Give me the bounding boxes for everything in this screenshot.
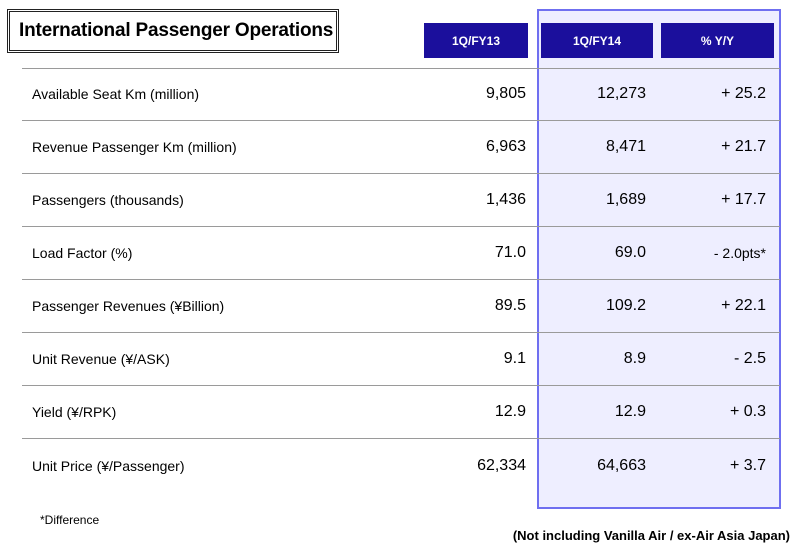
value-fy14: 69.0 — [614, 244, 646, 261]
fy14-highlight-box — [537, 9, 781, 509]
value-fy14: 1,689 — [605, 191, 646, 208]
row-label: Passenger Revenues (¥Billion) — [32, 298, 225, 314]
value-fy13: 9.1 — [503, 350, 526, 367]
value-fy13: 71.0 — [494, 244, 526, 261]
row-label: Unit Price (¥/Passenger) — [32, 457, 185, 474]
table-row: Unit Revenue (¥/ASK) 9.1 8.9 - 2.5 — [22, 333, 780, 386]
table-row: Yield (¥/RPK) 12.9 12.9 + 0.3 — [22, 386, 780, 439]
value-fy14: 109.2 — [605, 297, 646, 314]
table-row: Passengers (thousands) 1,436 1,689 + 17.… — [22, 174, 780, 227]
operations-table: Available Seat Km (million) 9,805 12,273… — [22, 68, 780, 492]
row-label: Passengers (thousands) — [32, 192, 184, 208]
value-yoy: + 17.7 — [721, 191, 766, 208]
value-fy14: 8,471 — [605, 138, 646, 155]
value-fy13: 1,436 — [485, 191, 526, 208]
column-header-1q-fy13: 1Q/FY13 — [424, 23, 528, 58]
table-row: Passenger Revenues (¥Billion) 89.5 109.2… — [22, 280, 780, 333]
page-title: International Passenger Operations — [7, 9, 339, 53]
table-row: Load Factor (%) 71.0 69.0 - 2.0pts* — [22, 227, 780, 280]
value-fy13: 12.9 — [494, 403, 526, 420]
column-header-1q-fy14: 1Q/FY14 — [541, 23, 653, 58]
row-label: Load Factor (%) — [32, 245, 133, 261]
value-fy14: 12.9 — [614, 403, 646, 420]
value-fy14: 12,273 — [597, 85, 646, 102]
value-yoy: - 2.0pts* — [713, 245, 766, 261]
column-header-yoy: % Y/Y — [661, 23, 774, 58]
table-top-rule — [22, 68, 780, 69]
value-fy14: 8.9 — [623, 350, 646, 367]
value-yoy: + 22.1 — [721, 297, 766, 314]
value-yoy: + 0.3 — [729, 403, 766, 420]
value-yoy: - 2.5 — [733, 350, 766, 367]
value-yoy: + 25.2 — [721, 85, 766, 102]
value-fy13: 89.5 — [494, 297, 526, 314]
value-yoy: + 21.7 — [721, 138, 766, 155]
row-label: Unit Revenue (¥/ASK) — [32, 351, 170, 367]
row-label: Revenue Passenger Km (million) — [32, 139, 237, 155]
table-row: Unit Price (¥/Passenger) 62,334 64,663 +… — [22, 439, 780, 492]
row-label: Yield (¥/RPK) — [32, 404, 117, 420]
row-label: Available Seat Km (million) — [32, 86, 200, 102]
value-fy13: 9,805 — [485, 85, 526, 102]
footnote: *Difference — [40, 513, 100, 527]
scope-note: (Not including Vanilla Air / ex-Air Asia… — [512, 528, 790, 543]
value-fy14: 64,663 — [597, 456, 646, 474]
table-row: Available Seat Km (million) 9,805 12,273… — [22, 68, 780, 121]
value-fy13: 62,334 — [477, 456, 526, 474]
value-fy13: 6,963 — [485, 138, 526, 155]
value-yoy: + 3.7 — [729, 456, 766, 474]
table-row: Revenue Passenger Km (million) 6,963 8,4… — [22, 121, 780, 174]
